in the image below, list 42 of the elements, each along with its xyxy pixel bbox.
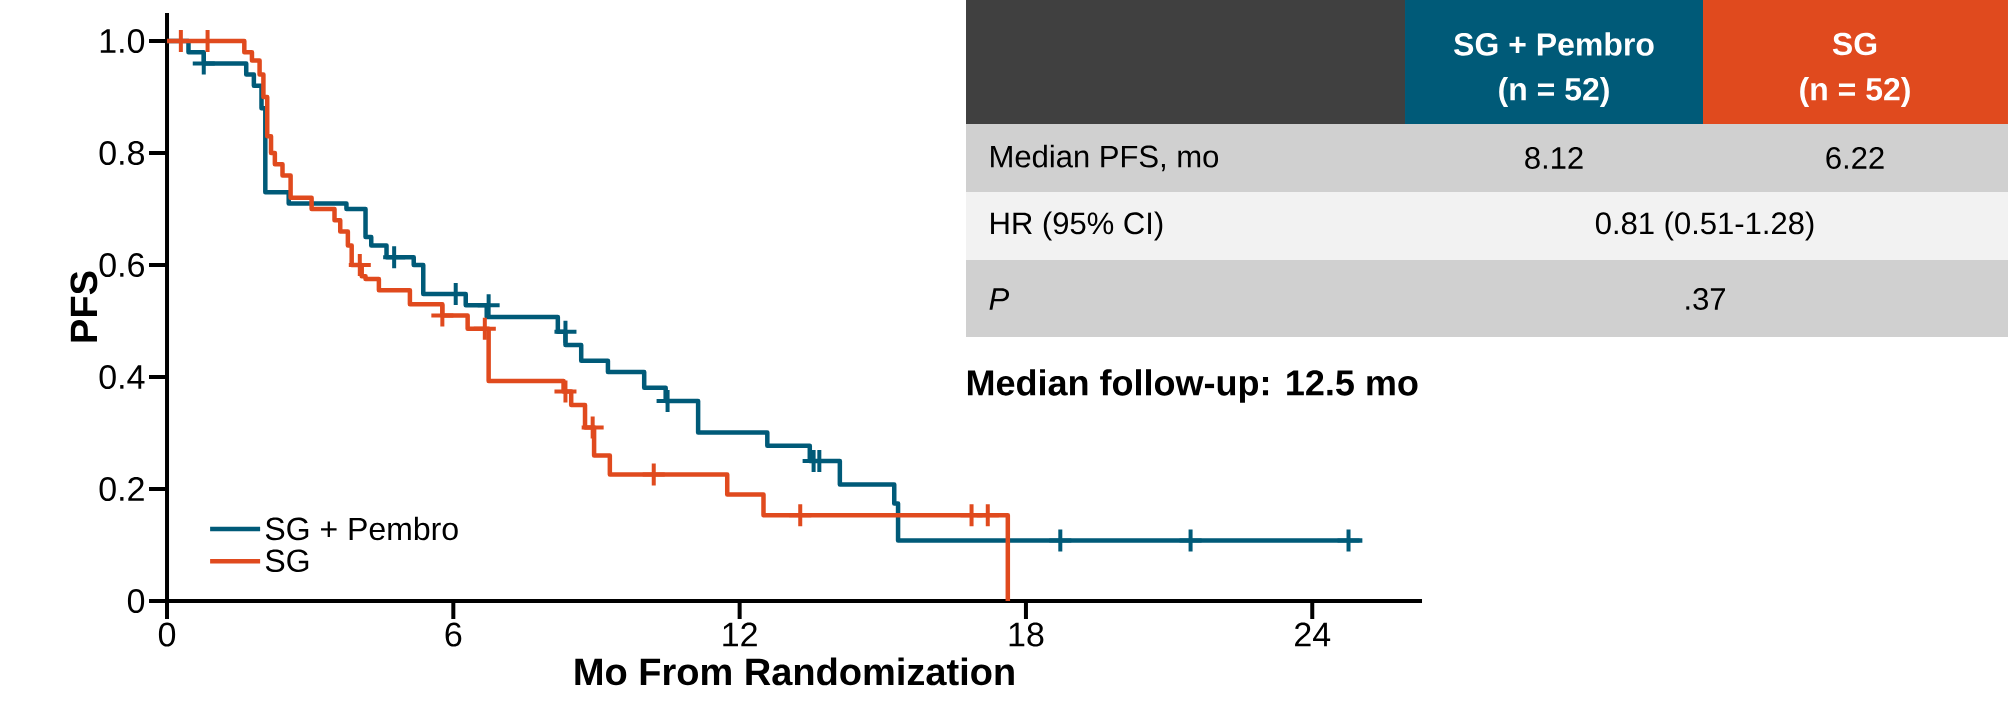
point	[383, 246, 406, 269]
point	[192, 52, 215, 75]
y-tick-label: 1.0	[100, 28, 145, 54]
point	[581, 416, 604, 439]
annotation: Median follow-up: 12.5 mo	[967, 369, 1418, 403]
annotation: Median PFS, mo	[991, 144, 1219, 172]
annotation: HR (95% CI)	[991, 211, 1163, 241]
x-tick-label: 12	[723, 622, 757, 647]
x-tick-label: 6	[445, 622, 462, 647]
annotation: P	[989, 288, 1010, 310]
x-tick-label: 24	[1295, 622, 1331, 647]
point	[477, 294, 500, 317]
point	[1049, 529, 1072, 552]
text: SG + Pembro	[1454, 32, 1654, 56]
text: (n = 52)	[1499, 77, 1609, 107]
y-tick-label: 0.6	[99, 252, 144, 278]
point	[473, 317, 496, 340]
text: 0.81 (0.51-1.28)	[1595, 211, 1814, 241]
y-tick-label: 0.2	[99, 476, 144, 502]
x-axis-title: Mo From Randomization	[575, 657, 1014, 686]
point	[642, 463, 665, 486]
text: .37	[1686, 288, 1725, 310]
text: SG	[1832, 32, 1877, 56]
y-tick-label: 0.8	[99, 140, 145, 166]
text: 6.22	[1826, 147, 1884, 169]
x-tick-label: 0	[158, 622, 176, 647]
point	[554, 380, 577, 403]
point	[1179, 529, 1202, 552]
x-tick-label: 18	[1009, 622, 1044, 647]
text: 8.12	[1525, 147, 1583, 169]
point	[976, 504, 999, 527]
legend-label: SG	[265, 549, 309, 573]
point	[348, 253, 371, 276]
legend-label: SG + Pembro	[265, 516, 458, 541]
y-axis-title: PFS	[70, 271, 98, 342]
point	[431, 304, 454, 327]
point	[1337, 529, 1360, 552]
y-tick-label: 0.4	[99, 364, 145, 390]
y-tick-label: 0	[127, 588, 145, 614]
point	[789, 504, 812, 527]
point	[554, 320, 577, 343]
text: (n = 52)	[1800, 77, 1910, 107]
